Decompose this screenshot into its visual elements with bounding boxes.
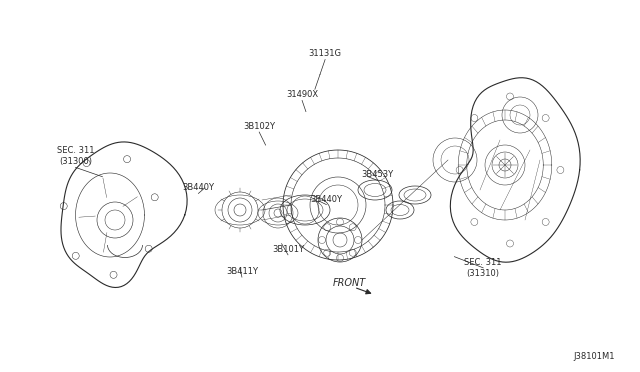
Text: FRONT: FRONT	[333, 278, 366, 288]
Text: 31131G: 31131G	[308, 49, 342, 58]
Text: 3B411Y: 3B411Y	[226, 267, 258, 276]
Text: SEC. 311: SEC. 311	[465, 258, 502, 267]
Text: 3B101Y: 3B101Y	[272, 245, 304, 254]
Text: J38101M1: J38101M1	[573, 352, 614, 361]
Text: 3B453Y: 3B453Y	[362, 170, 394, 179]
Text: 3B102Y: 3B102Y	[243, 122, 275, 131]
Text: 31490X: 31490X	[286, 90, 318, 99]
Text: 3B440Y: 3B440Y	[310, 195, 342, 203]
Text: (31300): (31300)	[59, 157, 92, 166]
Text: (31310): (31310)	[467, 269, 500, 278]
Text: 3B440Y: 3B440Y	[182, 183, 214, 192]
Text: SEC. 311: SEC. 311	[57, 146, 94, 155]
